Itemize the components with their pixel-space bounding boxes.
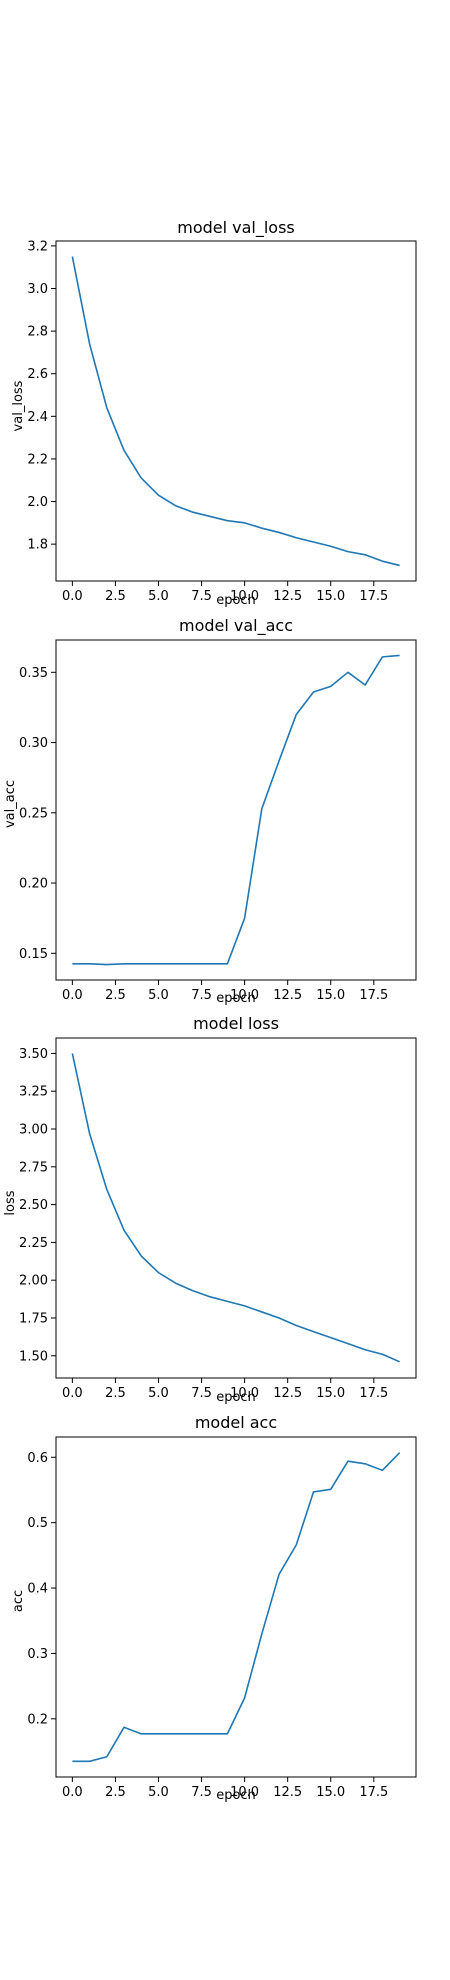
plot-area: 0.0 2.5 5.0 7.5 10.0 12.5 15.0 17.5 0.2 0.3 0.4 0.5… [27, 1436, 417, 1800]
subplot-title: model acc [195, 1413, 277, 1432]
series-line [71, 1053, 400, 1363]
y-tick-label: 2.4 [27, 410, 48, 425]
y-axis-label: acc [11, 1590, 26, 1612]
x-tick-label: 2.5 [105, 1785, 126, 1800]
x-tick-label: 17.5 [359, 1785, 388, 1800]
series-line [71, 256, 400, 567]
subplot-title: model loss [193, 1014, 279, 1033]
x-tick-label: 2.5 [105, 1386, 126, 1401]
x-axis-label: epoch [216, 1788, 256, 1803]
x-axis-label: epoch [216, 593, 256, 608]
x-tick-label: 15.0 [316, 1785, 345, 1800]
y-tick-label: 3.2 [27, 239, 48, 254]
y-tick-label: 2.25 [19, 1236, 48, 1251]
x-tick-label: 15.0 [316, 589, 345, 604]
subplot-val-acc: model val_acc epoch val_acc 0.0 2.5 5.0 7.5… [3, 616, 417, 1006]
y-tick-label: 2.2 [27, 452, 48, 467]
x-tick-label: 0.0 [62, 1785, 83, 1800]
x-tick-label: 15.0 [316, 988, 345, 1003]
x-tick-label: 10.0 [230, 589, 259, 604]
plot-area: 0.0 2.5 5.0 7.5 10.0 12.5 15.0 17.5 0.15 0.20 0.25… [19, 639, 417, 1003]
y-tick-label: 2.50 [19, 1198, 48, 1213]
x-tick-label: 10.0 [230, 1386, 259, 1401]
subplot-loss: model loss epoch loss 0.0 2.5 5.0 7.5 10.0 12… [3, 1014, 417, 1405]
plot-area: 0.0 2.5 5.0 7.5 10.0 12.5 15.0 17.5 1.8 2.0 2.2 2.4… [27, 239, 417, 604]
y-axis-label: val_acc [3, 780, 18, 828]
x-tick-label: 17.5 [359, 1386, 388, 1401]
x-tick-label: 12.5 [273, 988, 302, 1003]
x-tick-label: 5.0 [148, 988, 169, 1003]
y-tick-label: 2.8 [27, 325, 48, 340]
subplot-title: model val_acc [179, 616, 293, 636]
y-tick-label: 1.75 [19, 1311, 48, 1326]
y-tick-label: 0.4 [27, 1582, 48, 1597]
y-tick-label: 2.6 [27, 367, 48, 382]
y-tick-label: 0.5 [27, 1516, 48, 1531]
x-tick-label: 0.0 [62, 988, 83, 1003]
y-tick-label: 0.15 [19, 947, 48, 962]
subplot-title: model val_loss [177, 218, 295, 238]
x-tick-label: 2.5 [105, 988, 126, 1003]
axes-frame [55, 1436, 417, 1778]
y-tick-label: 2.75 [19, 1160, 48, 1175]
y-tick-label: 0.30 [19, 736, 48, 751]
x-tick-label: 5.0 [148, 1785, 169, 1800]
x-tick-label: 7.5 [191, 1386, 212, 1401]
subplot-acc: model acc epoch acc 0.0 2.5 5.0 7.5 10.0 12.5… [11, 1413, 417, 1803]
series-line [72, 654, 400, 966]
axes-frame [55, 1037, 417, 1379]
x-tick-label: 17.5 [359, 589, 388, 604]
x-tick-label: 10.0 [230, 1785, 259, 1800]
x-tick-label: 0.0 [62, 589, 83, 604]
y-tick-label: 0.25 [19, 806, 48, 821]
y-tick-label: 2.00 [19, 1274, 48, 1289]
x-tick-label: 12.5 [273, 1785, 302, 1800]
x-tick-label: 0.0 [62, 1386, 83, 1401]
y-tick-label: 1.50 [19, 1349, 48, 1364]
y-tick-label: 0.35 [19, 666, 48, 681]
y-tick-label: 3.0 [27, 282, 48, 297]
x-tick-label: 7.5 [191, 1785, 212, 1800]
x-tick-label: 7.5 [191, 988, 212, 1003]
x-tick-label: 2.5 [105, 589, 126, 604]
y-tick-label: 0.20 [19, 877, 48, 892]
x-tick-label: 5.0 [148, 589, 169, 604]
series-line [72, 1452, 401, 1763]
y-axis-label: loss [3, 1190, 18, 1215]
y-axis-label: val_loss [11, 380, 26, 431]
subplot-val-loss: model val_loss epoch val_loss 0.0 2.5 5.0 7… [11, 218, 417, 608]
y-tick-label: 0.2 [27, 1712, 48, 1727]
x-tick-label: 5.0 [148, 1386, 169, 1401]
axes-frame [55, 240, 417, 582]
x-tick-label: 12.5 [273, 589, 302, 604]
x-tick-label: 12.5 [273, 1386, 302, 1401]
y-tick-label: 0.6 [27, 1451, 48, 1466]
x-axis-label: epoch [216, 991, 256, 1006]
y-tick-label: 3.50 [19, 1047, 48, 1062]
x-tick-label: 10.0 [230, 988, 259, 1003]
x-tick-label: 7.5 [191, 589, 212, 604]
y-tick-label: 1.8 [27, 538, 48, 553]
y-tick-label: 3.00 [19, 1123, 48, 1138]
axes-frame [55, 639, 417, 981]
x-tick-label: 17.5 [359, 988, 388, 1003]
x-tick-label: 15.0 [316, 1386, 345, 1401]
y-tick-label: 0.3 [27, 1647, 48, 1662]
y-tick-label: 2.0 [27, 495, 48, 510]
y-tick-label: 3.25 [19, 1085, 48, 1100]
x-axis-label: epoch [216, 1390, 256, 1405]
plot-area: 0.0 2.5 5.0 7.5 10.0 12.5 15.0 17.5 1.50 1.75 2.00… [19, 1037, 417, 1401]
